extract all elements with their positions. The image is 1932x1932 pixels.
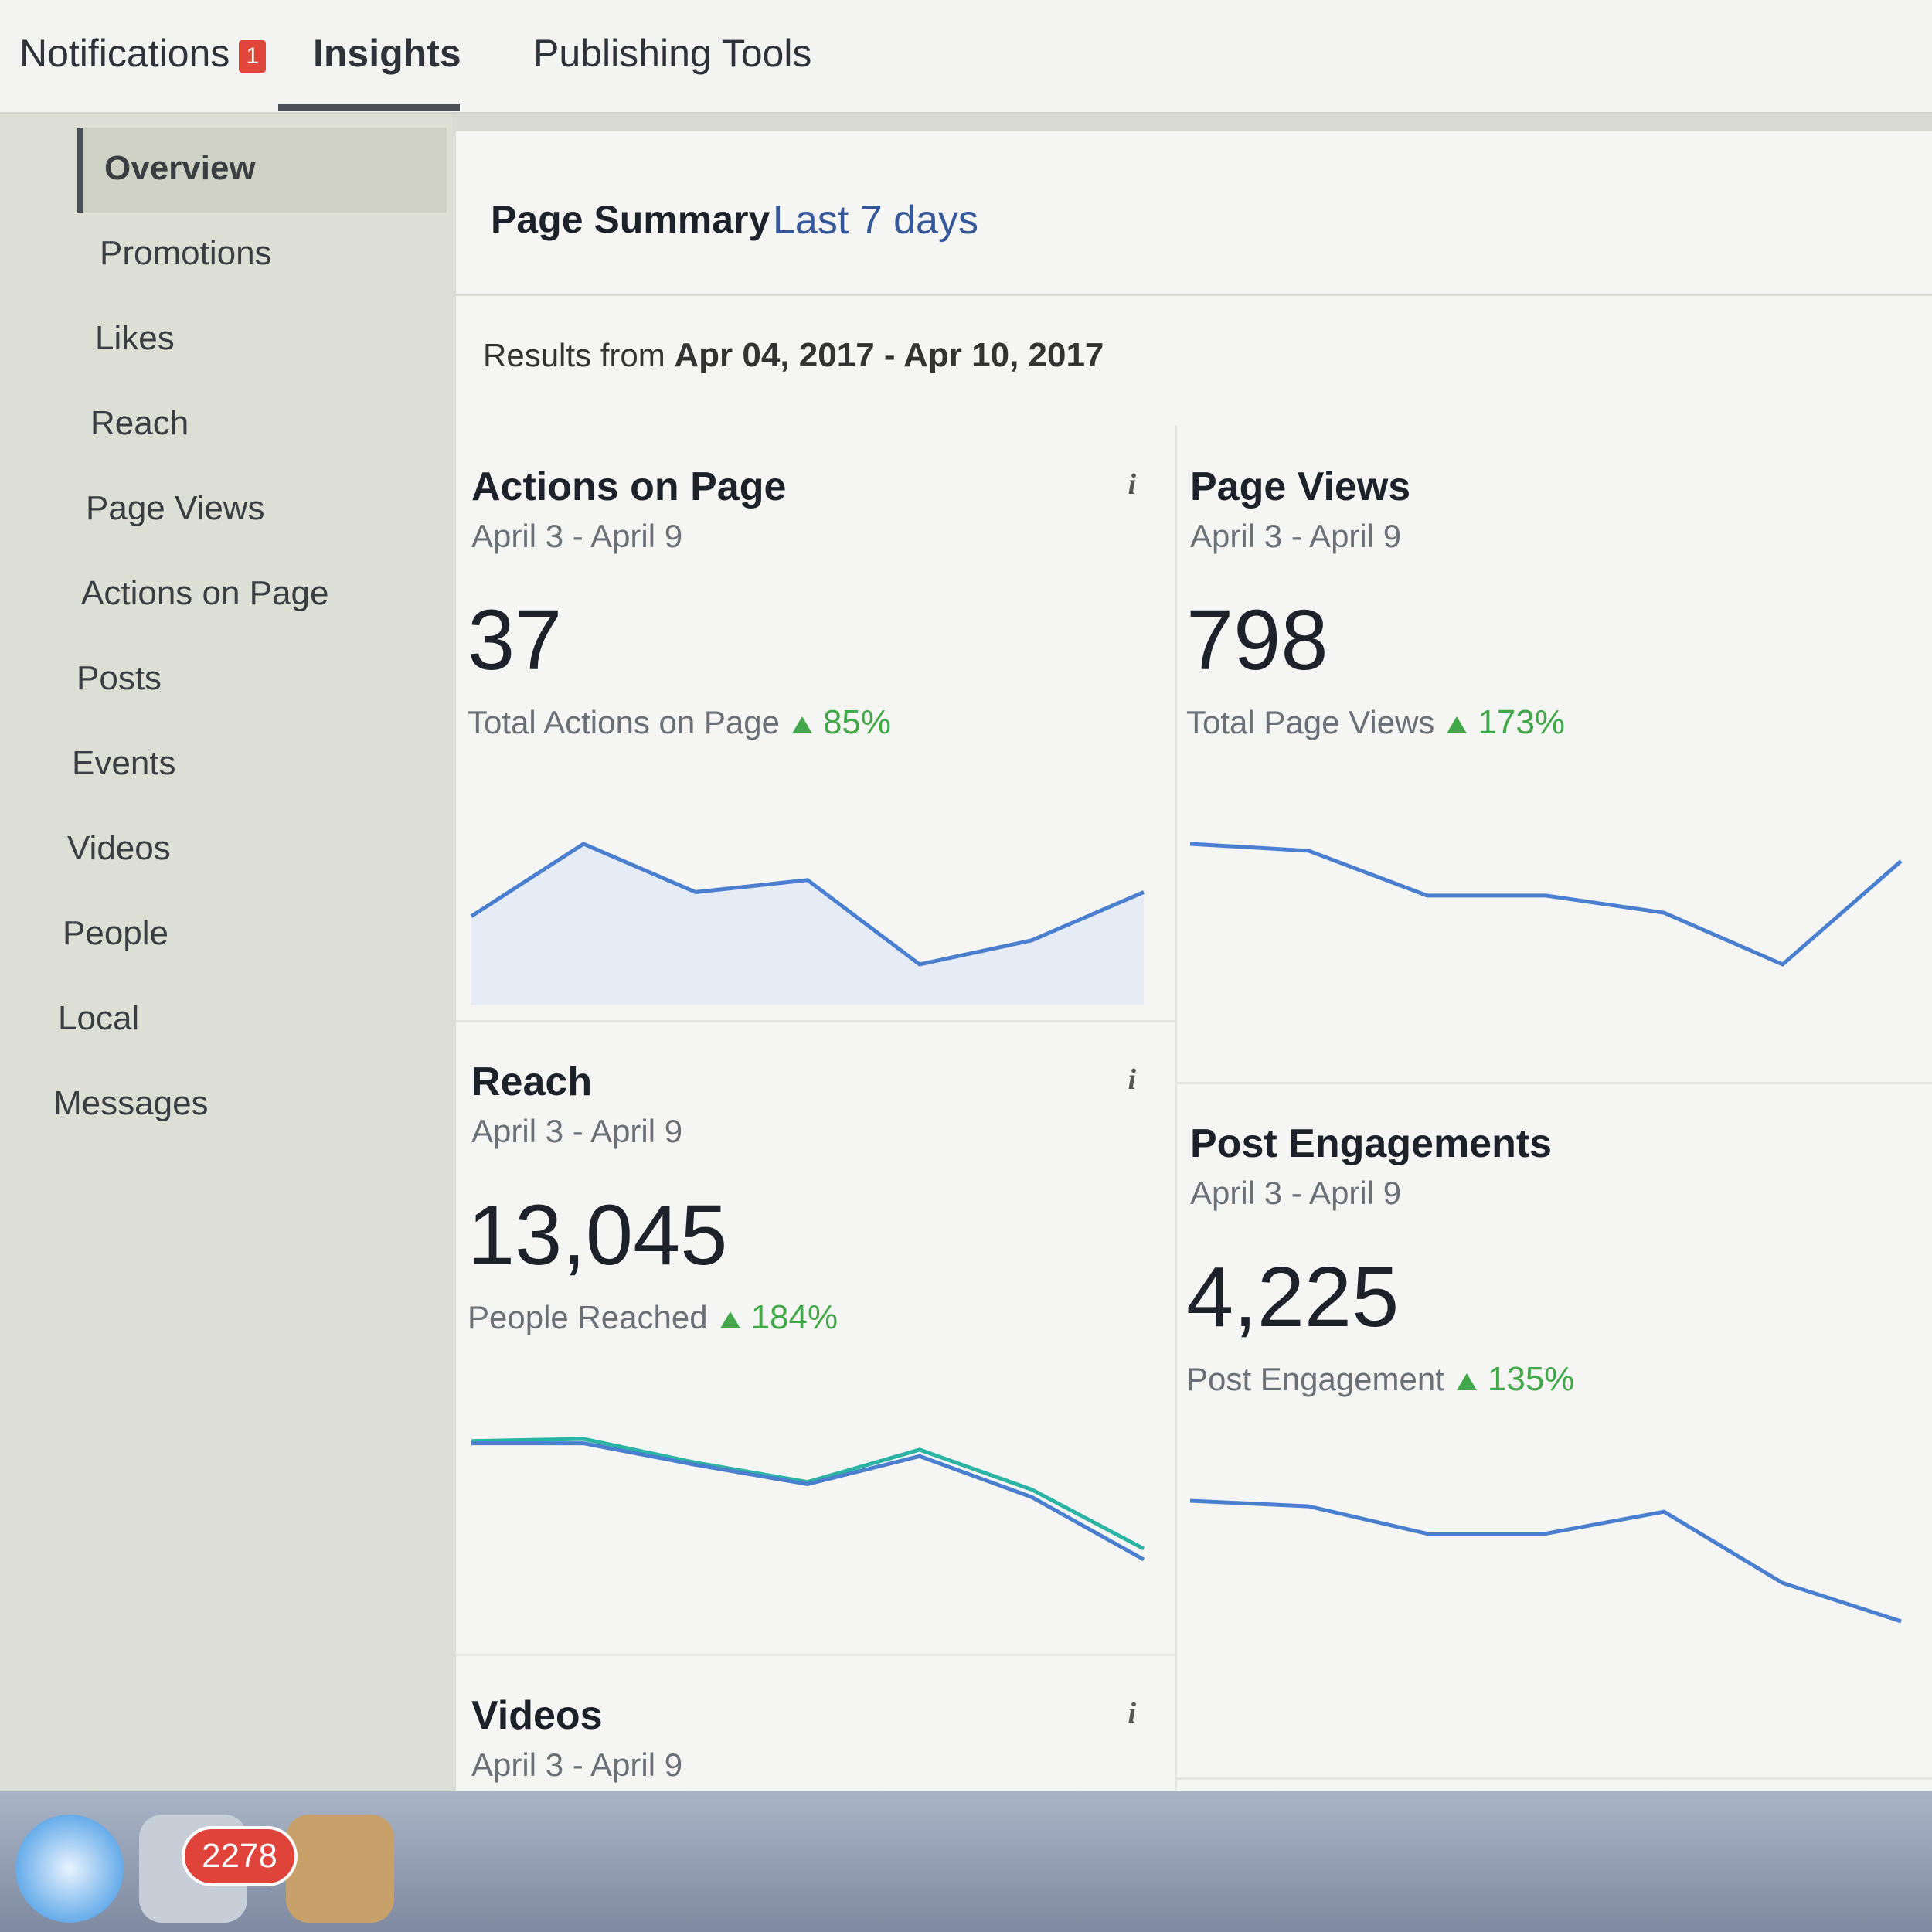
- dock-badge: 2278: [182, 1826, 298, 1886]
- period-select[interactable]: Last 7 days: [773, 198, 978, 243]
- sparkline-line: [1189, 842, 1903, 967]
- info-icon: i: [1128, 1063, 1136, 1096]
- card-title: Page Views: [1190, 464, 1411, 509]
- sidebar-item[interactable]: Posts: [77, 659, 162, 697]
- sidebar-item[interactable]: Page Views: [86, 489, 265, 527]
- sidebar-item[interactable]: Likes: [95, 319, 175, 357]
- sparkline-line: [471, 1437, 1145, 1551]
- up-arrow: [1447, 716, 1468, 733]
- dock: 2278: [0, 1791, 1932, 1932]
- summary-title: Page Summary: [491, 198, 770, 241]
- tab-label: Notifications: [19, 32, 230, 75]
- metric-card: Reach April 3 - April 9 i 13,045 People Reac…: [456, 1020, 1177, 1656]
- change-percent: 184%: [750, 1298, 838, 1336]
- metric-card: Post Engagements April 3 - April 9 4,225 Po…: [1175, 1082, 1932, 1780]
- tab-underline: [278, 104, 460, 111]
- sparkline: [471, 1437, 1145, 1562]
- sidebar: Overview Promotions Likes Reach Page Views Ac…: [0, 114, 452, 1791]
- tab-label: Insights: [313, 32, 461, 75]
- card-label: People Reached 184%: [468, 1298, 838, 1337]
- sidebar-item[interactable]: People: [63, 914, 169, 952]
- metric-label: People Reached: [468, 1299, 708, 1335]
- card-title: Reach: [471, 1060, 593, 1104]
- sparkline: [1189, 842, 1903, 967]
- sidebar-item[interactable]: Local: [58, 999, 140, 1037]
- metric-label: Post Engagement: [1186, 1361, 1444, 1397]
- sidebar-item[interactable]: Actions on Page: [81, 574, 329, 612]
- sparkline-line: [471, 1441, 1145, 1562]
- metric-card: Page Views April 3 - April 9 798 Total Page…: [1175, 425, 1932, 1084]
- card-dates: April 3 - April 9: [471, 1113, 683, 1149]
- up-arrow: [719, 1311, 740, 1328]
- summary-header: Page Summary Last 7 days: [456, 131, 1932, 296]
- tab[interactable]: Insights: [313, 31, 461, 76]
- up-arrow: [791, 716, 812, 733]
- sidebar-item[interactable]: Promotions: [100, 234, 272, 272]
- sparkline-area: [471, 844, 1144, 1005]
- sparkline-line: [470, 842, 1145, 967]
- card-title: Videos: [471, 1693, 603, 1738]
- app-icon[interactable]: [286, 1815, 394, 1923]
- tab-bar: Notifications 1 Insights Publishing Tools: [0, 0, 1932, 114]
- change-percent: 135%: [1487, 1360, 1575, 1398]
- up-arrow: [1456, 1373, 1477, 1390]
- card-title: Post Engagements: [1190, 1121, 1553, 1166]
- card-dates: April 3 - April 9: [471, 1747, 683, 1783]
- tab[interactable]: Notifications 1: [19, 31, 267, 76]
- change-percent: 85%: [822, 703, 892, 741]
- metric-card: Actions on Page April 3 - April 9 i 37 Total…: [456, 425, 1177, 1022]
- card-title: Actions on Page: [471, 464, 787, 509]
- sidebar-item[interactable]: Messages: [53, 1084, 209, 1122]
- results-range: Apr 04, 2017 - Apr 10, 2017: [674, 336, 1104, 374]
- card-label: Total Actions on Page 85%: [468, 703, 891, 742]
- notification-badge: 1: [239, 39, 267, 73]
- sparkline-line: [1189, 1498, 1902, 1624]
- metric-label: Total Actions on Page: [468, 704, 780, 740]
- card-value: 4,225: [1186, 1250, 1400, 1345]
- card-label: Post Engagement 135%: [1186, 1360, 1574, 1399]
- sidebar-item[interactable]: Reach: [90, 404, 189, 442]
- content: Page Summary Last 7 days Results from Ap…: [456, 131, 1932, 1888]
- card-value: 37: [468, 593, 563, 688]
- sidebar-item[interactable]: Videos: [67, 829, 171, 867]
- sidebar-item[interactable]: Events: [72, 744, 176, 782]
- info-icon: i: [1128, 1697, 1136, 1730]
- tab[interactable]: Publishing Tools: [533, 31, 811, 76]
- card-value: 13,045: [468, 1188, 728, 1283]
- tab-label: Publishing Tools: [533, 32, 812, 75]
- safari-icon[interactable]: [15, 1815, 124, 1923]
- results-prefix: Results from: [483, 337, 665, 373]
- sparkline: [470, 842, 1145, 1005]
- metric-card: Videos April 3 - April 9 i: [456, 1654, 1177, 1888]
- card-label: Total Page Views 173%: [1186, 703, 1565, 742]
- sidebar-item[interactable]: Overview: [104, 149, 256, 187]
- active-highlight: [77, 128, 447, 213]
- results-line: Results from Apr 04, 2017 - Apr 10, 2017: [483, 336, 1104, 375]
- sparkline: [1189, 1498, 1902, 1624]
- metric-label: Total Page Views: [1186, 704, 1435, 740]
- card-value: 798: [1186, 593, 1328, 688]
- card-dates: April 3 - April 9: [1190, 518, 1402, 554]
- card-dates: April 3 - April 9: [1190, 1175, 1402, 1211]
- card-dates: April 3 - April 9: [471, 518, 683, 554]
- change-percent: 173%: [1478, 703, 1565, 741]
- info-icon: i: [1128, 468, 1136, 501]
